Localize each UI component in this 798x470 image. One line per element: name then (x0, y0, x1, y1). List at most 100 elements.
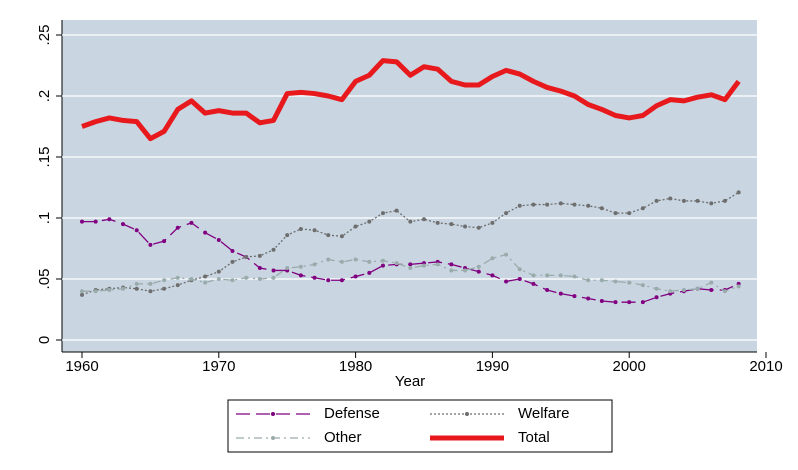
point (339, 234, 344, 239)
point (490, 220, 495, 225)
point (121, 286, 126, 291)
point (134, 281, 139, 286)
point (298, 264, 303, 269)
point (586, 296, 591, 301)
point (271, 268, 276, 273)
point (257, 266, 262, 271)
point (586, 203, 591, 208)
point (654, 286, 659, 291)
point (736, 284, 741, 289)
point (504, 211, 509, 216)
point (203, 230, 208, 235)
point (148, 289, 153, 294)
x-tick-label: 2000 (613, 358, 646, 375)
x-tick-label: 1990 (476, 358, 509, 375)
point (285, 266, 290, 271)
point (203, 280, 208, 285)
point (422, 217, 426, 222)
point (572, 294, 577, 299)
point (80, 289, 84, 294)
y-tick-label: .1 (36, 212, 53, 225)
x-tick-label: 1960 (65, 358, 98, 375)
point (257, 277, 262, 281)
legend-label: Total (518, 429, 550, 446)
x-tick-label: 1970 (202, 358, 235, 375)
point (216, 277, 221, 281)
point (709, 280, 714, 285)
point (326, 278, 331, 283)
point (613, 300, 618, 305)
point (367, 270, 372, 275)
point (668, 289, 673, 294)
legend-marker (271, 436, 275, 440)
point (353, 257, 358, 262)
x-axis-label: Year (395, 373, 425, 390)
point (463, 224, 468, 229)
point (216, 237, 221, 242)
point (339, 259, 344, 264)
point (230, 278, 235, 283)
point (394, 208, 399, 213)
point (107, 217, 112, 222)
point (408, 262, 413, 267)
point (148, 242, 153, 247)
point (435, 220, 440, 225)
point (257, 253, 262, 258)
point (668, 196, 673, 201)
point (326, 233, 331, 238)
legend-label: Other (324, 429, 362, 446)
point (216, 269, 221, 274)
x-tick-label: 2010 (749, 358, 782, 375)
point (435, 262, 440, 267)
legend (227, 399, 613, 453)
point (80, 292, 84, 297)
point (271, 247, 276, 252)
point (681, 198, 686, 203)
point (339, 278, 344, 283)
point (121, 222, 126, 227)
point (572, 202, 577, 207)
point (408, 219, 413, 224)
point (230, 248, 235, 253)
point (353, 224, 358, 229)
point (162, 239, 167, 244)
point (531, 273, 536, 278)
point (640, 300, 645, 305)
legend-marker (465, 412, 469, 416)
point (449, 222, 454, 227)
point (285, 233, 290, 238)
point (558, 291, 563, 296)
point (162, 278, 167, 283)
point (298, 273, 303, 278)
point (189, 220, 194, 225)
point (394, 261, 399, 266)
point (134, 286, 139, 291)
point (380, 263, 385, 268)
point (312, 275, 317, 280)
point (476, 264, 481, 269)
point (408, 266, 413, 271)
legend-label: Defense (324, 405, 380, 422)
series-line (81, 58, 741, 142)
point (107, 287, 112, 292)
plot-area (62, 20, 757, 352)
x-tick-label: 1980 (339, 358, 372, 375)
point (545, 273, 550, 278)
point (681, 287, 686, 292)
point (572, 274, 577, 279)
point (230, 259, 235, 264)
point (476, 225, 481, 230)
legend-label: Welfare (518, 405, 569, 422)
point (422, 263, 426, 268)
point (613, 279, 618, 284)
point (298, 226, 303, 231)
point (545, 202, 550, 207)
point (353, 274, 358, 279)
point (504, 279, 509, 284)
legend-marker (271, 412, 275, 416)
point (312, 228, 317, 233)
point (558, 273, 563, 278)
point (709, 201, 714, 206)
point (640, 206, 645, 211)
